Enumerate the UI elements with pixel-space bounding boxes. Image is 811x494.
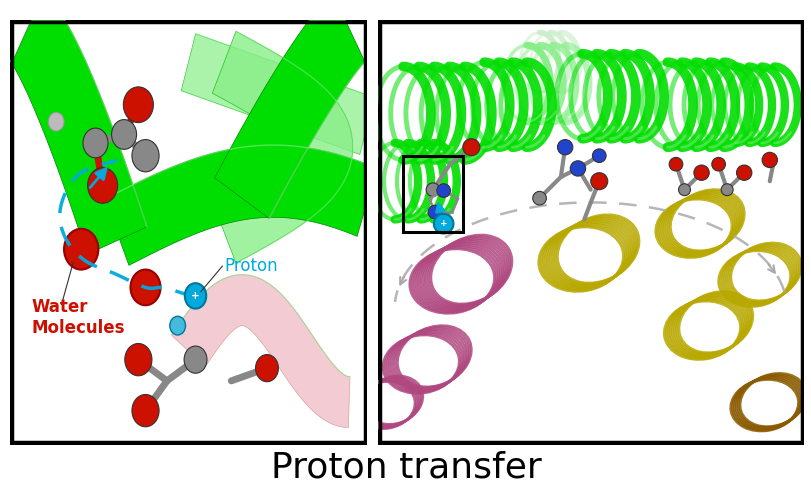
Circle shape bbox=[184, 346, 207, 373]
Circle shape bbox=[185, 283, 206, 309]
Circle shape bbox=[557, 140, 572, 155]
Circle shape bbox=[720, 184, 732, 196]
Circle shape bbox=[83, 128, 108, 158]
Circle shape bbox=[678, 184, 689, 196]
Circle shape bbox=[255, 355, 278, 382]
Circle shape bbox=[668, 158, 682, 171]
Circle shape bbox=[131, 395, 159, 427]
Circle shape bbox=[433, 214, 453, 234]
Circle shape bbox=[131, 270, 161, 305]
Circle shape bbox=[169, 316, 185, 335]
Circle shape bbox=[88, 167, 118, 204]
Circle shape bbox=[123, 87, 153, 123]
Polygon shape bbox=[105, 145, 376, 265]
Circle shape bbox=[436, 184, 450, 197]
Text: +: + bbox=[191, 291, 200, 301]
Circle shape bbox=[64, 229, 98, 270]
Circle shape bbox=[762, 152, 776, 167]
Polygon shape bbox=[171, 275, 350, 428]
Circle shape bbox=[49, 112, 64, 131]
Text: +: + bbox=[440, 219, 447, 228]
Polygon shape bbox=[212, 31, 352, 263]
Polygon shape bbox=[9, 0, 147, 254]
Text: Proton transfer: Proton transfer bbox=[270, 450, 541, 484]
Text: Water
Molecules: Water Molecules bbox=[31, 298, 125, 336]
Circle shape bbox=[569, 161, 585, 176]
Polygon shape bbox=[214, 0, 366, 218]
Circle shape bbox=[736, 165, 751, 180]
FancyBboxPatch shape bbox=[377, 20, 803, 445]
Circle shape bbox=[592, 149, 605, 163]
Circle shape bbox=[590, 173, 607, 190]
Circle shape bbox=[532, 191, 546, 205]
Circle shape bbox=[131, 140, 159, 172]
Circle shape bbox=[711, 158, 724, 171]
Polygon shape bbox=[181, 34, 374, 155]
Circle shape bbox=[426, 183, 440, 197]
Circle shape bbox=[427, 206, 441, 219]
Circle shape bbox=[125, 343, 152, 376]
Circle shape bbox=[693, 165, 708, 180]
Circle shape bbox=[111, 120, 136, 149]
Text: Proton: Proton bbox=[224, 257, 277, 275]
Circle shape bbox=[462, 139, 479, 156]
FancyBboxPatch shape bbox=[10, 20, 367, 445]
